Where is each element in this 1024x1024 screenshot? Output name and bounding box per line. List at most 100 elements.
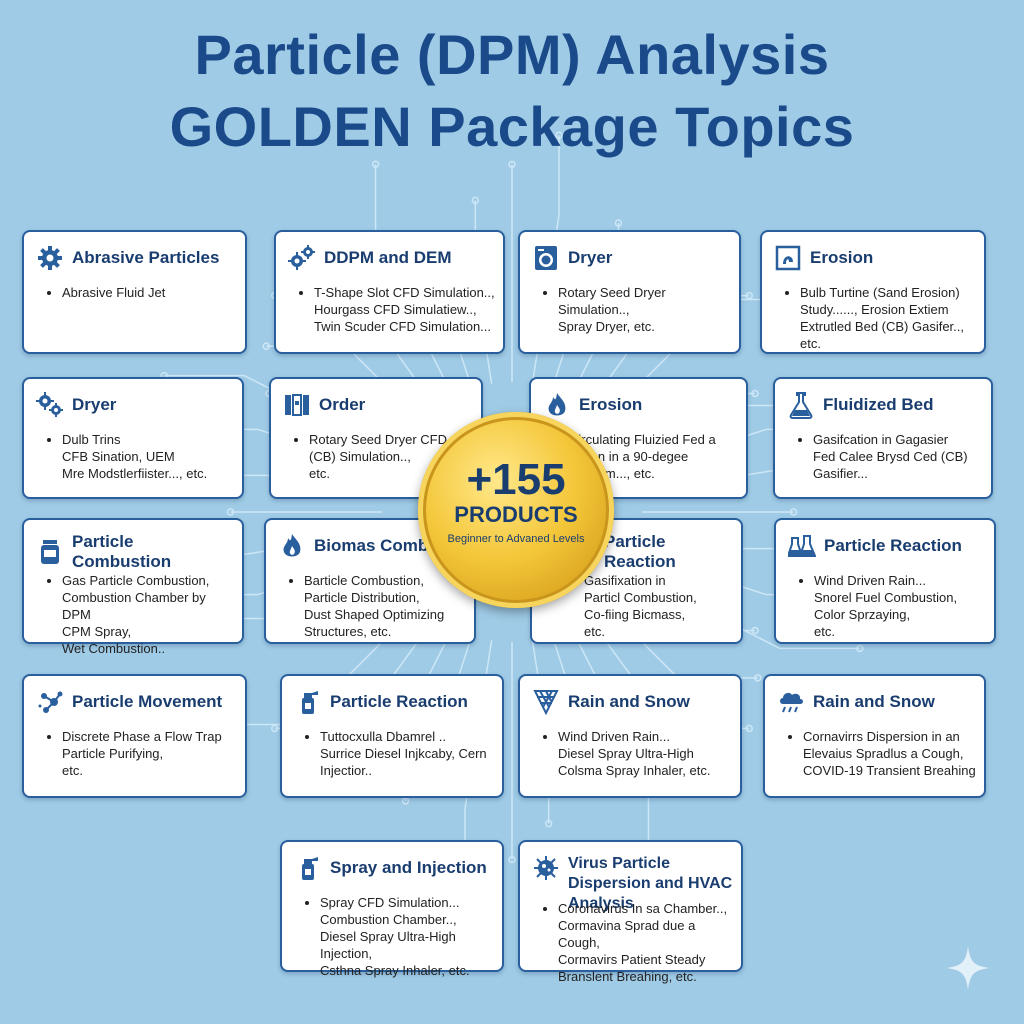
card-line: Co-fiing Bicmass, [584, 607, 686, 622]
topic-card-erosion[interactable]: Erosion Bulb Turtine (Sand Erosion) Study… [760, 230, 986, 354]
card-line: Fed Calee Brysd Ced (CB) [813, 449, 968, 464]
gears-icon [36, 391, 64, 419]
topic-card-dryer[interactable]: Dryer Rotary Seed Dryer Simulation.., Spra… [518, 230, 741, 354]
cloud-rain-icon [777, 688, 805, 716]
flasks-icon [788, 532, 816, 560]
topic-card-dryer-2[interactable]: Dryer Dulb Trins CFB Sination, UEM Mre Mod… [22, 377, 244, 499]
card-line: Gasifixation in [584, 573, 666, 588]
card-line: CPM Spray, [62, 624, 132, 639]
virus-icon [532, 854, 560, 882]
card-line: Gasifcation in Gagasier [813, 432, 949, 447]
card-line: Hourgass CFD Simulatiew.., [314, 302, 477, 317]
card-title: Order [319, 395, 366, 414]
molecule-icon [36, 688, 64, 716]
card-line: Elevaius Spradlus a Cough, [803, 746, 964, 761]
card-line: Cornavirrs Dispersion in an [803, 729, 960, 744]
card-line: Combustion Chamber by DPM [62, 590, 206, 622]
card-title: Particle Reaction [824, 536, 962, 555]
card-title: Biomas Combu [314, 536, 439, 555]
card-line: Csthna Spray Inhaler, etc. [320, 963, 470, 978]
card-line: Study......, Erosion Extiem [800, 302, 949, 317]
card-line: Branslent Breahing, etc. [558, 969, 697, 984]
topic-card-fluidized-bed[interactable]: Fluidized Bed Gasifcation in Gagasier Fed… [773, 377, 993, 499]
card-line: Dust Shaped Optimizing [304, 607, 445, 622]
card-line: CFB Sination, UEM [62, 449, 175, 464]
topic-card-particle-reaction-3[interactable]: Particle Reaction Tuttocxulla Dbamrel ..… [280, 674, 504, 798]
card-line: Spray Dryer, etc. [558, 319, 655, 334]
card-line: Circulating Fluizied Fed a [569, 432, 716, 447]
card-line: (CB) Simulation.., [309, 449, 411, 464]
topic-card-particle-reaction-2[interactable]: Particle Reaction Wind Driven Rain... Sno… [774, 518, 996, 644]
card-line: Twin Scuder CFD Simulation... [314, 319, 492, 334]
card-title: Rain and Snow [813, 692, 935, 711]
card-title: Particle Movement [72, 692, 223, 711]
card-line: Wind Driven Rain... [814, 573, 926, 588]
card-title: Spray and Injection [330, 858, 487, 877]
card-title: Particle Combustion [72, 532, 172, 571]
card-line: Dulb Trins [62, 432, 121, 447]
card-line: Structures, etc. [304, 624, 392, 639]
topic-card-virus-particle-dispersion[interactable]: Virus Particle Dispersion and HVAC Analy… [518, 840, 743, 984]
spray-bottle-icon [294, 854, 322, 882]
card-title: Dryer [72, 395, 117, 414]
card-line: Extrutled Bed (CB) Gasifer.., [800, 319, 965, 334]
jar-icon [36, 538, 64, 566]
card-line: Diesel Spray Ultra-High Injection, [320, 929, 456, 961]
card-title: DDPM and DEM [324, 248, 452, 267]
topic-card-particle-combustion[interactable]: Particle Combustion Gas Particle Combust… [22, 518, 244, 656]
card-line: Gas Particle Combustion, [62, 573, 210, 588]
card-line: Combustion Chamber.., [320, 912, 457, 927]
badge-levels: Beginner to Advaned Levels [447, 533, 585, 545]
card-title: Virus Particle Dispersion and HVAC Analy… [568, 855, 733, 912]
card-line: Snorel Fuel Combustion, [814, 590, 958, 605]
card-line: etc. [814, 624, 835, 639]
card-title: Erosion [579, 395, 643, 414]
washing-machine-icon [532, 244, 560, 272]
topic-card-rain-and-snow-2[interactable]: Rain and Snow Cornavirrs Dispersion in a… [763, 674, 986, 798]
card-line: etc. [62, 763, 83, 778]
card-line: Bulb Turtine (Sand Erosion) [800, 285, 960, 300]
card-line: Wind Driven Rain... [558, 729, 670, 744]
card-line: Barticle Combustion, [304, 573, 424, 588]
card-line: Cormavina Sprad due a Cough, [558, 918, 696, 950]
gears-icon [288, 244, 316, 272]
card-line: Spray CFD Simulation... [320, 895, 460, 910]
topic-card-spray-and-injection[interactable]: Spray and Injection Spray CFD Simulation… [280, 840, 504, 978]
card-line: Particl Combustion, [584, 590, 697, 605]
card-title: Fluidized Bed [823, 395, 934, 414]
card-line: Particle Distribution, [304, 590, 420, 605]
card-title: Erosion [810, 248, 874, 267]
card-line: Simulation.., [558, 302, 630, 317]
card-title: Particle Reaction [604, 532, 676, 571]
card-line: Mre Modstlerfiister..., etc. [62, 466, 208, 481]
card-line: Coronavirus In sa Chamber.., [558, 901, 728, 916]
products-count-badge: +155 PRODUCTS Beginner to Advaned Levels [418, 412, 614, 608]
card-line: COVID-19 Transient Breahing [803, 763, 976, 778]
card-line: Surrice Diesel Injkcaby, Cern [320, 746, 487, 761]
flame-icon [278, 532, 306, 560]
badge-number: +155 [466, 455, 566, 504]
page-title-line1: Particle (DPM) Analysis [194, 23, 830, 86]
card-line: etc. [309, 466, 330, 481]
topic-card-rain-and-snow[interactable]: Rain and Snow Wind Driven Rain... Diesel … [518, 674, 742, 798]
card-line: T-Shape Slot CFD Simulation.., [314, 285, 495, 300]
page-title-line2: GOLDEN Package Topics [169, 95, 855, 158]
card-line: Rotary Seed Dryer CFD [309, 432, 447, 447]
card-line: Tuttocxulla Dbamrel .. [320, 729, 446, 744]
flask-icon [787, 391, 815, 419]
card-line: Color Sprzaying, [814, 607, 911, 622]
card-line: Abrasive Fluid Jet [62, 285, 166, 300]
card-title: Dryer [568, 248, 613, 267]
card-line: Cormavirs Patient Steady [558, 952, 706, 967]
topic-card-particle-movement[interactable]: Particle Movement Discrete Phase a Flow … [22, 674, 247, 798]
gear-icon [36, 244, 64, 272]
topic-card-abrasive-particles[interactable]: Abrasive Particles Abrasive Fluid Jet [22, 230, 247, 354]
topic-card-ddpm-dem[interactable]: DDPM and DEM T-Shape Slot CFD Simulation… [274, 230, 505, 354]
card-line: etc. [800, 336, 821, 351]
card-title: Rain and Snow [568, 692, 690, 711]
card-line: Injectior.. [320, 763, 373, 778]
card-title: Particle Reaction [330, 692, 468, 711]
sparkle-icon [946, 946, 990, 990]
card-line: Diesel Spray Ultra-High [558, 746, 694, 761]
card-line: Discrete Phase a Flow Trap [62, 729, 222, 744]
